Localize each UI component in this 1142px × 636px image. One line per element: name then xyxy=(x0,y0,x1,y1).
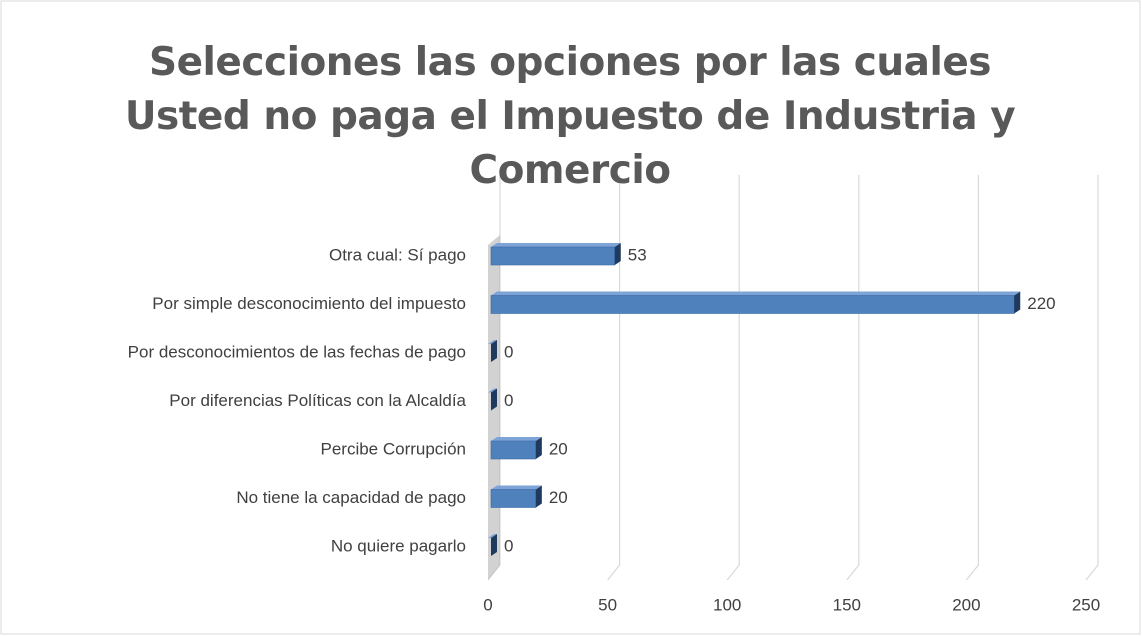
x-tick-label: 0 xyxy=(483,595,492,614)
y-tick-label: Por diferencias Políticas con la Alcaldí… xyxy=(169,391,466,410)
value-label: 0 xyxy=(504,391,513,410)
y-tick-label: Por simple desconocimiento del impuesto xyxy=(152,294,466,313)
bar xyxy=(490,437,542,460)
bar xyxy=(488,534,497,556)
grid-line xyxy=(1085,175,1099,581)
bar xyxy=(490,485,542,508)
chart-title: Selecciones las opciones por las cuales … xyxy=(124,40,1016,193)
y-tick-label: Por desconocimientos de las fechas de pa… xyxy=(128,342,466,361)
y-tick-label: No tiene la capacidad de pago xyxy=(236,488,466,507)
x-tick-label: 50 xyxy=(598,595,617,614)
x-tick-label: 150 xyxy=(833,595,861,614)
y-tick-label: No quiere pagarlo xyxy=(331,536,466,555)
value-label: 0 xyxy=(504,342,513,361)
value-label: 53 xyxy=(628,245,647,264)
bar xyxy=(490,243,621,266)
bar xyxy=(488,340,497,362)
bar xyxy=(490,291,1021,314)
value-label: 220 xyxy=(1027,294,1055,313)
bar xyxy=(488,388,497,411)
value-label: 20 xyxy=(549,439,568,458)
value-label: 0 xyxy=(504,536,513,555)
y-tick-label: Otra cual: Sí pago xyxy=(329,245,466,264)
value-label: 20 xyxy=(549,488,568,507)
x-tick-label: 200 xyxy=(952,595,980,614)
x-tick-label: 250 xyxy=(1072,595,1100,614)
x-tick-label: 100 xyxy=(713,595,741,614)
y-tick-label: Percibe Corrupción xyxy=(320,439,466,458)
